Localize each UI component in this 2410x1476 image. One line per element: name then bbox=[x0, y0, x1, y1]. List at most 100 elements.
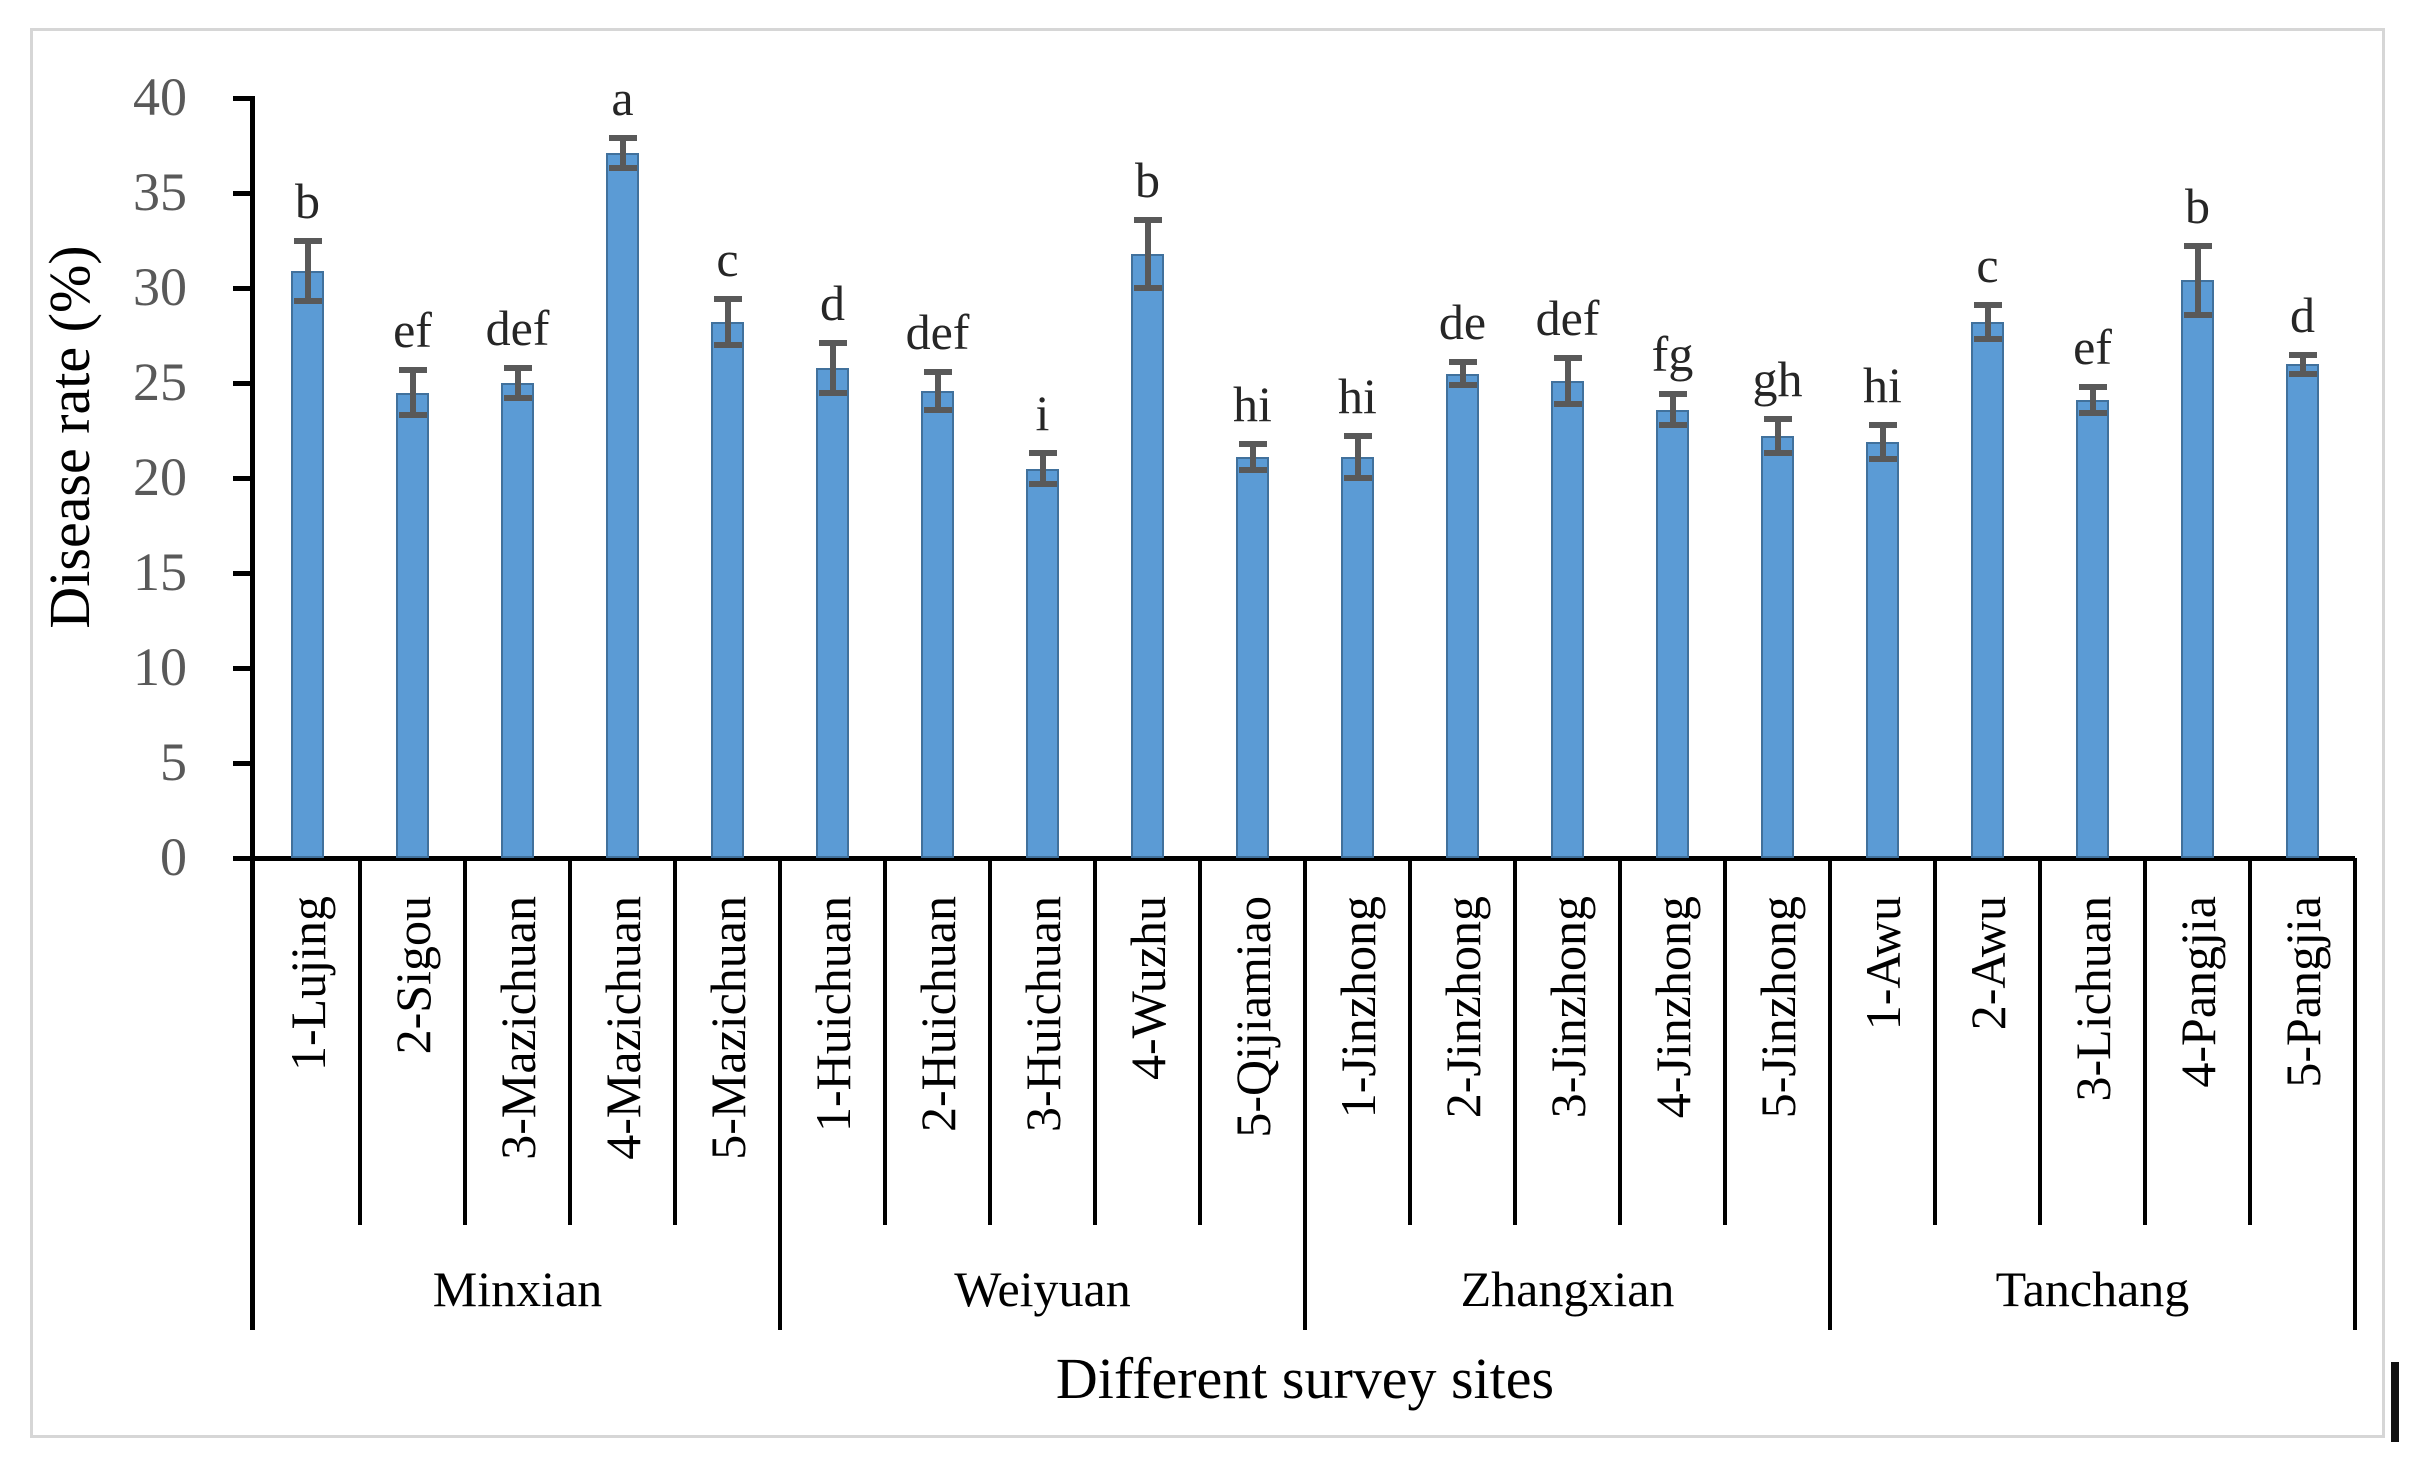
error-bar-cap-top bbox=[1343, 433, 1372, 440]
category-label: 4-Jinzhong bbox=[1644, 896, 1701, 1119]
error-bar-cap-top bbox=[1868, 421, 1897, 428]
error-bar-cap-bottom bbox=[398, 412, 427, 419]
error-bar-cap-bottom bbox=[1868, 456, 1897, 462]
category-label: 1-Huichuan bbox=[804, 896, 861, 1133]
y-axis-tick bbox=[233, 96, 255, 101]
significance-letter: b bbox=[1135, 151, 1160, 208]
error-bar-cap-top bbox=[293, 237, 322, 244]
error-bar-line bbox=[1984, 305, 1991, 340]
significance-letter: d bbox=[2290, 286, 2315, 343]
error-bar-line bbox=[1669, 394, 1676, 425]
error-bar-line bbox=[934, 371, 941, 410]
significance-letter: b bbox=[2185, 178, 2210, 235]
error-bar-line bbox=[1249, 443, 1256, 471]
category-label: 4-Wuzhu bbox=[1119, 896, 1176, 1081]
significance-letter: ef bbox=[2073, 318, 2112, 375]
x-axis-title: Different survey sites bbox=[1055, 1346, 1555, 1411]
error-bar-cap-bottom bbox=[1553, 400, 1582, 407]
y-axis-tick bbox=[233, 666, 255, 671]
y-axis-tick-label: 35 bbox=[133, 162, 187, 222]
bar bbox=[1551, 381, 1584, 858]
category-divider-line bbox=[883, 858, 887, 1225]
y-axis-tick bbox=[233, 381, 255, 386]
significance-letter: b bbox=[295, 172, 320, 229]
error-bar-line bbox=[1354, 436, 1361, 478]
category-label: 2-Huichuan bbox=[909, 896, 966, 1133]
error-bar-line bbox=[829, 343, 836, 393]
error-bar-line bbox=[1879, 424, 1886, 459]
bar bbox=[1761, 436, 1794, 858]
y-axis-tick bbox=[233, 761, 255, 766]
bar bbox=[2181, 280, 2214, 858]
error-bar-cap-top bbox=[2183, 243, 2212, 250]
category-label: 2-Jinzhong bbox=[1434, 896, 1491, 1119]
error-bar-cap-top bbox=[1028, 450, 1057, 457]
y-axis-tick-label: 40 bbox=[133, 67, 187, 127]
error-bar-line bbox=[2299, 354, 2306, 374]
error-bar-cap-bottom bbox=[1973, 336, 2002, 343]
error-bar-line bbox=[409, 369, 416, 416]
significance-letter: hi bbox=[1863, 356, 1902, 413]
error-bar-cap-bottom bbox=[818, 389, 847, 396]
error-bar-cap-top bbox=[1763, 416, 1792, 423]
category-label: 2-Awu bbox=[1959, 896, 2016, 1031]
group-label: Weiyuan bbox=[954, 1261, 1131, 1317]
y-axis-tick bbox=[233, 476, 255, 481]
bar bbox=[2286, 364, 2319, 858]
category-label: 3-Lichuan bbox=[2064, 896, 2121, 1102]
significance-letter: c bbox=[716, 231, 739, 288]
y-axis-tick-label: 5 bbox=[160, 732, 187, 792]
error-bar-cap-bottom bbox=[1133, 285, 1162, 291]
error-bar-cap-top bbox=[503, 364, 532, 371]
significance-letter: i bbox=[1035, 385, 1050, 442]
category-label: 2-Sigou bbox=[384, 896, 441, 1055]
significance-letter: def bbox=[905, 303, 970, 360]
bar bbox=[921, 390, 954, 858]
group-label: Minxian bbox=[432, 1261, 603, 1317]
y-axis-tick-label: 30 bbox=[133, 257, 187, 317]
bar bbox=[1446, 373, 1479, 858]
bar bbox=[1131, 253, 1164, 858]
y-axis-tick-label: 25 bbox=[133, 352, 187, 412]
category-divider-line bbox=[1723, 858, 1727, 1225]
error-bar-cap-top bbox=[1658, 391, 1687, 398]
error-bar-cap-top bbox=[398, 366, 427, 373]
bar bbox=[816, 367, 849, 858]
category-divider-line bbox=[2143, 858, 2147, 1225]
error-bar-cap-top bbox=[608, 134, 637, 141]
significance-letter: d bbox=[820, 275, 845, 332]
category-divider-line bbox=[2248, 858, 2252, 1225]
category-label: 5-Pangjia bbox=[2274, 896, 2331, 1088]
error-bar-cap-bottom bbox=[2288, 370, 2317, 377]
bar bbox=[1656, 409, 1689, 858]
error-bar-cap-bottom bbox=[1763, 450, 1792, 457]
significance-letter: hi bbox=[1338, 368, 1377, 425]
significance-letter: gh bbox=[1752, 351, 1803, 408]
error-bar-cap-bottom bbox=[1028, 480, 1057, 487]
error-bar-cap-top bbox=[713, 296, 742, 303]
bar bbox=[1341, 457, 1374, 858]
category-divider-line bbox=[2038, 858, 2042, 1225]
category-divider-line bbox=[358, 858, 362, 1225]
error-bar-cap-top bbox=[1973, 302, 2002, 309]
error-bar-cap-top bbox=[2078, 383, 2107, 390]
y-axis-line bbox=[250, 98, 255, 1330]
error-bar-cap-bottom bbox=[1343, 475, 1372, 481]
category-divider-line bbox=[1408, 858, 1412, 1225]
error-bar-cap-top bbox=[1553, 355, 1582, 362]
category-divider-line bbox=[1618, 858, 1622, 1225]
error-bar-line bbox=[304, 240, 311, 302]
bar bbox=[396, 392, 429, 858]
group-boundary-line bbox=[778, 858, 782, 1330]
category-label: 4-Pangjia bbox=[2169, 896, 2226, 1088]
error-bar-cap-bottom bbox=[503, 395, 532, 402]
error-bar-cap-bottom bbox=[608, 165, 637, 172]
bar bbox=[1026, 468, 1059, 858]
bar bbox=[606, 153, 639, 858]
significance-letter: a bbox=[611, 69, 634, 126]
error-bar-cap-bottom bbox=[1238, 467, 1267, 474]
y-axis-tick-label: 0 bbox=[160, 827, 187, 887]
category-divider-line bbox=[1933, 858, 1937, 1225]
significance-letter: def bbox=[485, 299, 550, 356]
